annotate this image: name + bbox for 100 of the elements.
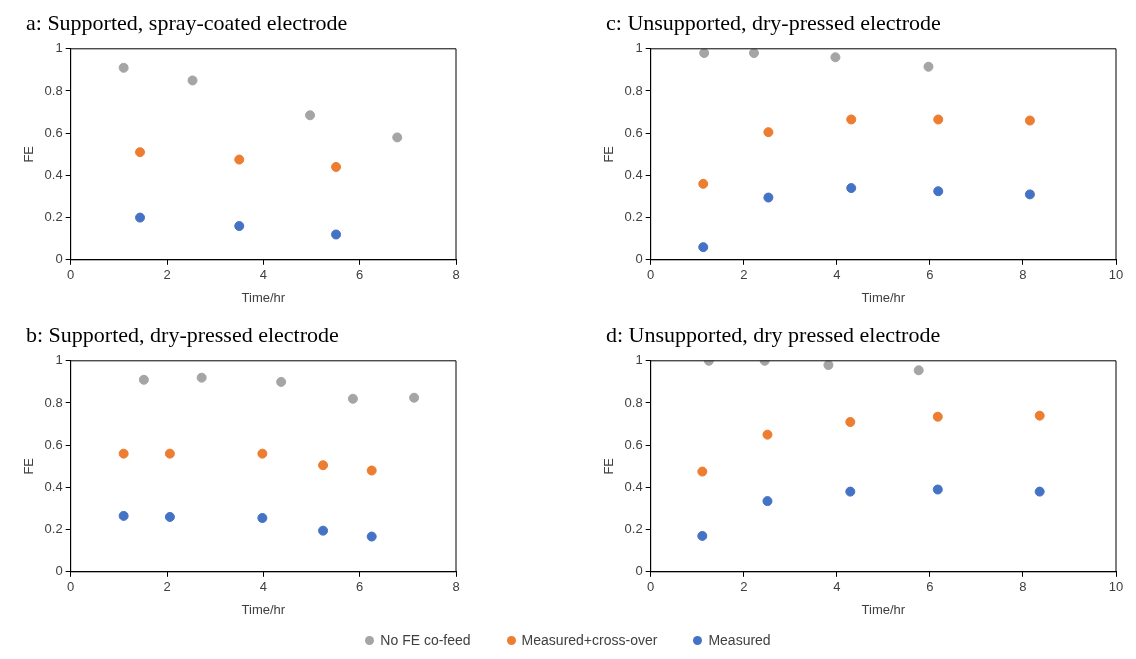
point bbox=[366, 465, 377, 476]
point bbox=[748, 48, 759, 59]
y-tick-label: 0 bbox=[55, 251, 63, 267]
x-tick-label: 4 bbox=[259, 579, 267, 595]
point bbox=[138, 374, 149, 385]
x-tick-label: 10 bbox=[1108, 267, 1124, 283]
point bbox=[933, 114, 944, 125]
point bbox=[164, 511, 175, 522]
point bbox=[763, 127, 774, 138]
point bbox=[923, 61, 934, 72]
point bbox=[932, 484, 943, 495]
point bbox=[845, 486, 856, 497]
x-tick-label: 10 bbox=[1108, 579, 1124, 595]
point bbox=[1024, 189, 1035, 200]
point bbox=[697, 530, 708, 541]
point bbox=[164, 448, 175, 459]
x-axis-title: Time/hr bbox=[861, 289, 906, 305]
y-tick-label: 0.2 bbox=[44, 209, 63, 225]
point bbox=[846, 183, 857, 194]
point bbox=[698, 242, 709, 253]
y-tick-label: 0.6 bbox=[624, 124, 643, 140]
point bbox=[276, 376, 287, 387]
point bbox=[1024, 115, 1035, 126]
point bbox=[932, 411, 943, 422]
y-tick-label: 0.8 bbox=[44, 394, 63, 410]
x-tick-label: 0 bbox=[647, 579, 655, 595]
point bbox=[823, 360, 834, 371]
y-tick-label: 1 bbox=[635, 352, 643, 368]
point bbox=[1034, 410, 1045, 421]
point bbox=[697, 466, 708, 477]
point bbox=[762, 429, 773, 440]
chart-title: b: Supported, dry-pressed electrode bbox=[25, 321, 340, 349]
point bbox=[846, 114, 857, 125]
point bbox=[933, 186, 944, 197]
x-tick-label: 4 bbox=[833, 267, 841, 283]
x-tick-label: 2 bbox=[163, 267, 171, 283]
point bbox=[830, 52, 841, 63]
y-tick-label: 0.4 bbox=[624, 478, 643, 494]
y-tick-label: 0.6 bbox=[44, 436, 63, 452]
point bbox=[1034, 486, 1045, 497]
legend-label: No FE co-feed bbox=[380, 632, 471, 648]
point bbox=[409, 392, 420, 403]
y-tick-label: 0.2 bbox=[44, 521, 63, 537]
y-tick-label: 0.8 bbox=[624, 82, 643, 98]
chart-title: c: Unsupported, dry-pressed electrode bbox=[605, 9, 942, 37]
point bbox=[763, 192, 774, 203]
x-tick-label: 6 bbox=[926, 267, 934, 283]
point bbox=[845, 416, 856, 427]
point bbox=[257, 513, 268, 523]
point bbox=[762, 496, 773, 507]
y-tick-label: 1 bbox=[635, 40, 643, 56]
x-axis-title: Time/hr bbox=[241, 289, 286, 305]
point bbox=[392, 132, 403, 143]
point bbox=[187, 75, 198, 86]
x-tick-label: 4 bbox=[833, 579, 841, 595]
x-tick-label: 8 bbox=[1019, 579, 1027, 595]
y-tick-label: 0.6 bbox=[624, 436, 643, 452]
point bbox=[118, 510, 129, 521]
chart-title: d: Unsupported, dry pressed electrode bbox=[605, 321, 942, 349]
y-tick-label: 0.8 bbox=[624, 394, 643, 410]
y-tick-label: 0.4 bbox=[44, 166, 63, 182]
legend-label: Measured bbox=[708, 632, 771, 648]
point bbox=[318, 460, 329, 471]
x-axis-title: Time/hr bbox=[241, 601, 286, 617]
point bbox=[135, 147, 146, 158]
x-axis-title: Time/hr bbox=[861, 601, 906, 617]
x-tick-label: 2 bbox=[163, 579, 171, 595]
y-axis-title: FE bbox=[601, 457, 617, 475]
point bbox=[913, 365, 924, 376]
x-tick-label: 0 bbox=[647, 267, 655, 283]
point bbox=[118, 62, 129, 73]
point bbox=[366, 531, 377, 542]
y-tick-label: 0.2 bbox=[624, 521, 643, 537]
y-tick-label: 1 bbox=[55, 40, 63, 56]
x-tick-label: 6 bbox=[356, 267, 364, 283]
y-axis-title: FE bbox=[21, 145, 37, 163]
point bbox=[318, 525, 329, 536]
x-tick-label: 6 bbox=[356, 579, 364, 595]
y-tick-label: 0.4 bbox=[44, 478, 63, 494]
point bbox=[135, 212, 146, 223]
point bbox=[331, 229, 342, 240]
point bbox=[305, 110, 316, 121]
point bbox=[234, 154, 245, 165]
x-tick-label: 8 bbox=[1019, 267, 1027, 283]
y-tick-label: 1 bbox=[55, 352, 63, 368]
y-axis-title: FE bbox=[601, 145, 617, 163]
point bbox=[698, 178, 709, 189]
point bbox=[699, 48, 710, 59]
point bbox=[234, 221, 245, 232]
y-axis-title: FE bbox=[21, 457, 37, 475]
point bbox=[257, 448, 268, 459]
x-tick-label: 2 bbox=[740, 579, 748, 595]
x-tick-label: 6 bbox=[926, 579, 934, 595]
x-tick-label: 0 bbox=[67, 267, 75, 283]
x-tick-label: 8 bbox=[452, 579, 460, 595]
y-tick-label: 0.4 bbox=[624, 166, 643, 182]
y-tick-label: 0 bbox=[55, 563, 63, 579]
point bbox=[331, 161, 342, 172]
x-tick-label: 8 bbox=[452, 267, 460, 283]
point bbox=[196, 372, 207, 383]
